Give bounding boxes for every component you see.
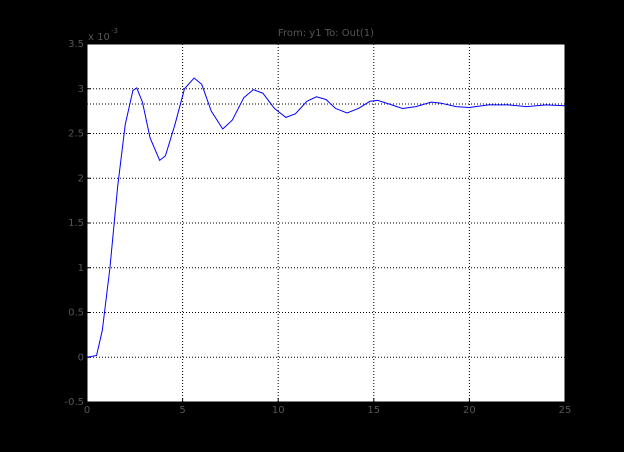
y-tick-label: 3.5: [68, 39, 84, 50]
y-tick-label: 1.5: [68, 218, 84, 229]
y-tick-label: -0.5: [64, 397, 84, 408]
x-tick-label: 5: [179, 405, 185, 416]
x-tick-label: 15: [367, 405, 380, 416]
y-tick-label: 2: [78, 173, 84, 184]
chart-title: From: y1 To: Out(1): [278, 28, 374, 39]
y-multiplier-exponent: -3: [111, 27, 118, 35]
x-tick-label: 25: [559, 405, 572, 416]
x-tick-label: 10: [272, 405, 285, 416]
y-tick-label: 0: [78, 352, 84, 363]
y-tick-label: 0.5: [68, 308, 84, 319]
y-tick-label: 1: [78, 263, 84, 274]
y-tick-label: 3: [78, 84, 84, 95]
x-tick-label: 20: [463, 405, 476, 416]
plot-area: [86, 43, 566, 403]
y-multiplier: x 10: [88, 32, 110, 43]
x-tick-label: 0: [84, 405, 90, 416]
y-tick-label: 2.5: [68, 129, 84, 140]
data-line: [86, 77, 566, 358]
plot-border: [86, 43, 566, 403]
